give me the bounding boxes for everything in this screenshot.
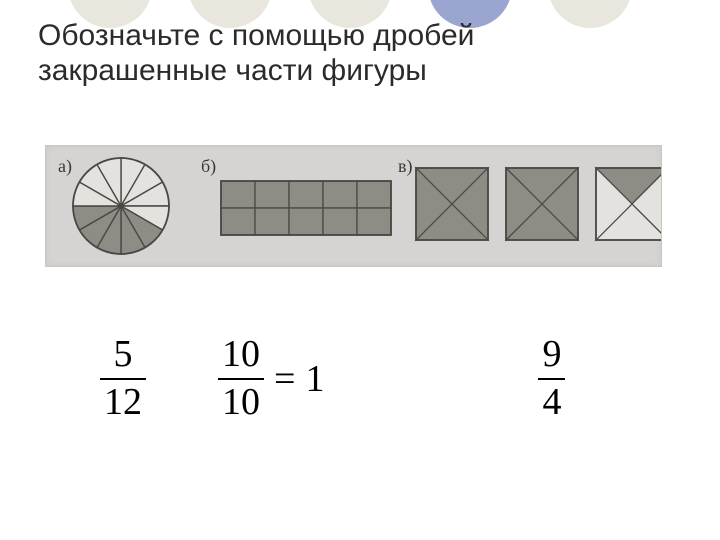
fraction-a-num: 5 — [110, 335, 137, 375]
fraction-b-num: 10 — [218, 335, 264, 375]
fraction-a: 5 12 — [100, 335, 146, 423]
fraction-bar-icon — [218, 378, 264, 380]
svg-text:б): б) — [201, 156, 216, 177]
fraction-b-den: 10 — [218, 383, 264, 423]
fraction-b-group: 10 10 = 1 — [218, 335, 324, 423]
fraction-c: 9 4 — [538, 335, 565, 423]
svg-text:а): а) — [58, 156, 72, 177]
fraction-b: 10 10 — [218, 335, 264, 423]
fraction-bar-icon — [100, 378, 146, 380]
svg-text:в): в) — [398, 156, 413, 177]
fraction-a-den: 12 — [100, 383, 146, 423]
figure-container: а) б) в) — [45, 145, 662, 267]
fraction-bar-icon — [538, 378, 565, 380]
fraction-c-den: 4 — [538, 383, 565, 423]
title-line-2: закрашенные части фигуры — [38, 54, 427, 87]
equals-sign: = — [274, 357, 295, 401]
fractions-row: 5 12 10 10 = 1 9 4 — [100, 335, 565, 423]
fraction-b-equals: 1 — [305, 357, 324, 401]
title-line-1: Обозначьте с помощью дробей — [38, 19, 474, 52]
fraction-c-num: 9 — [538, 335, 565, 375]
page-title: Обозначьте с помощью дробей закрашенные … — [38, 18, 474, 89]
